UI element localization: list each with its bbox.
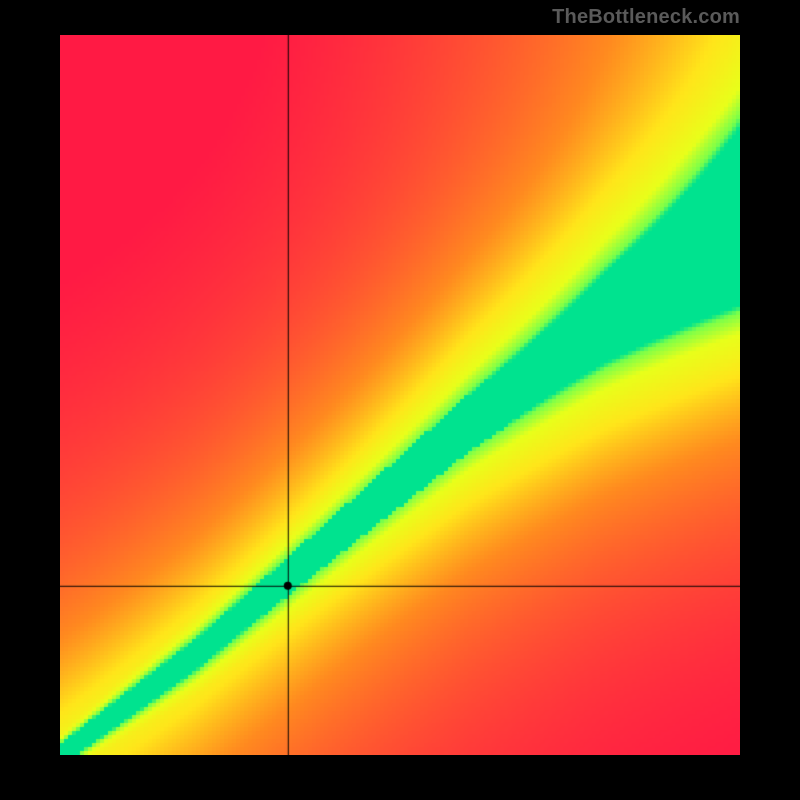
- heatmap-canvas: [60, 35, 740, 755]
- watermark: TheBottleneck.com: [552, 6, 740, 29]
- bottleneck-heatmap: [60, 35, 740, 755]
